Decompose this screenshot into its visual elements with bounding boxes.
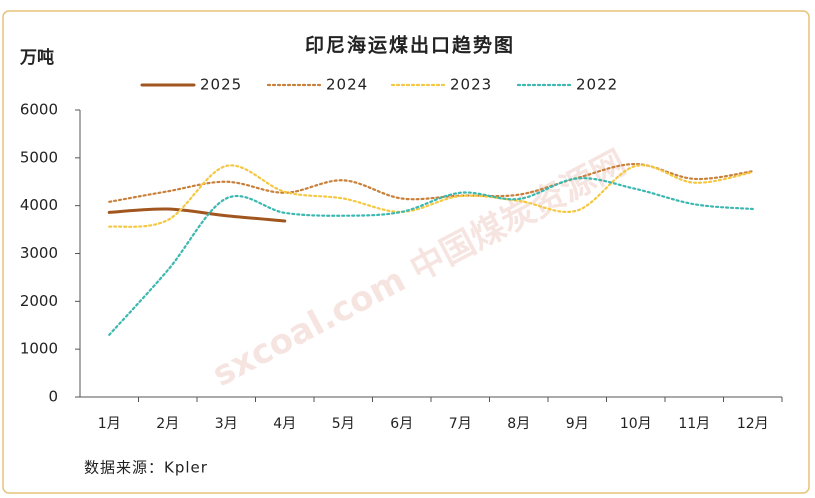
legend-label: 2023 [450,76,492,94]
source: 数据来源：Kpler [84,459,208,477]
x-tick-label: 10月 [620,416,652,432]
x-tick-label: 7月 [449,416,472,432]
x-tick-label: 3月 [215,416,238,432]
legend-label: 2024 [326,76,368,94]
frame [2,10,810,494]
series-line [108,164,754,228]
x-tick-label: 6月 [390,416,413,432]
y-axis-label: 万吨 [19,47,54,68]
y-tick-label: 4000 [20,196,58,214]
x-tick-label: 5月 [332,416,355,432]
x-tick-label: 12月 [737,416,769,432]
series-line [107,207,287,223]
y-tick-label: 5000 [20,148,58,166]
y-tick-label: 3000 [20,244,58,262]
x-tick-label: 8月 [507,416,530,432]
y-tick-label: 1000 [20,340,58,358]
x-tick-label: 9月 [566,416,589,432]
y-tick-label: 6000 [20,101,58,119]
x-tick-label: 2月 [156,416,179,432]
y-tick-label: 0 [48,388,58,406]
x-tick-label: 4月 [273,416,296,432]
legend-label: 2022 [576,76,618,94]
x-tick-label: 11月 [678,416,710,432]
series-line [108,177,754,336]
x-tick-label: 1月 [98,416,121,432]
legend-label: 2025 [200,76,242,94]
series-line [108,162,754,203]
y-tick-label: 2000 [20,292,58,310]
chart-title: 印尼海运煤出口趋势图 [305,34,515,57]
